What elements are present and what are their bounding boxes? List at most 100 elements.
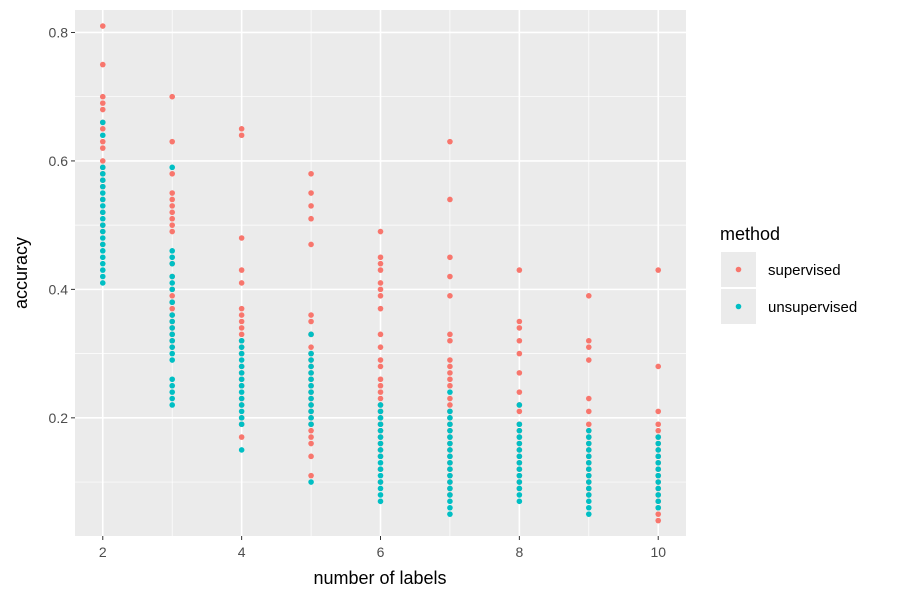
point-supervised [169,138,176,145]
point-unsupervised [377,459,384,466]
point-supervised [377,331,384,338]
point-supervised [655,511,662,517]
point-unsupervised [169,337,176,344]
point-unsupervised [377,434,384,440]
point-unsupervised [308,382,314,389]
point-supervised [447,370,453,376]
point-unsupervised [447,447,453,453]
point-supervised [655,363,662,370]
point-unsupervised [377,421,384,428]
point-supervised [447,382,453,389]
point-supervised [516,325,523,331]
point-supervised [377,376,384,383]
point-supervised [377,395,384,402]
point-unsupervised [169,402,176,408]
point-unsupervised [516,459,523,466]
point-unsupervised [238,389,245,395]
point-supervised [308,427,314,434]
point-supervised [447,363,453,370]
point-unsupervised [585,453,592,460]
point-unsupervised [516,498,523,505]
legend: method supervised unsupervised [720,224,857,324]
point-supervised [238,318,245,325]
point-unsupervised [447,479,453,485]
point-unsupervised [308,376,314,383]
point-unsupervised [377,440,384,447]
point-supervised [516,350,523,357]
data-points [99,23,662,524]
point-unsupervised [655,485,662,492]
legend-title: method [720,224,780,244]
point-unsupervised [169,164,176,171]
point-unsupervised [585,459,592,466]
point-unsupervised [169,389,176,395]
point-unsupervised [99,209,106,216]
point-unsupervised [169,325,176,331]
point-supervised [377,254,384,261]
point-unsupervised [585,434,592,440]
y-tick-label: 0.2 [49,410,69,426]
point-unsupervised [169,350,176,357]
point-supervised [377,228,384,235]
point-unsupervised [447,427,453,434]
point-supervised [585,395,592,402]
point-supervised [377,286,384,293]
point-unsupervised [238,447,245,453]
point-unsupervised [655,434,662,440]
point-unsupervised [169,312,176,318]
point-supervised [99,145,106,151]
point-supervised [238,132,245,139]
point-unsupervised [308,408,314,415]
point-supervised [308,344,314,350]
point-unsupervised [585,479,592,485]
point-unsupervised [585,466,592,473]
x-axis-title: number of labels [313,568,446,588]
point-unsupervised [99,190,106,196]
point-supervised [238,126,245,132]
point-supervised [377,363,384,370]
point-supervised [377,305,384,312]
point-unsupervised [447,459,453,466]
point-unsupervised [308,370,314,376]
point-supervised [447,292,453,299]
x-tick-label: 8 [515,544,523,560]
point-unsupervised [655,466,662,473]
point-unsupervised [169,331,176,338]
point-supervised [585,337,592,344]
point-supervised [377,267,384,273]
point-unsupervised [238,421,245,428]
legend-label-unsupervised: unsupervised [768,299,857,316]
point-unsupervised [655,479,662,485]
point-supervised [308,170,314,177]
point-unsupervised [238,344,245,350]
point-supervised [447,395,453,402]
point-unsupervised [585,440,592,447]
point-supervised [238,305,245,312]
y-tick-label: 0.6 [49,153,69,169]
x-tick-label: 6 [377,544,385,560]
point-supervised [516,318,523,325]
point-unsupervised [238,402,245,408]
point-unsupervised [238,370,245,376]
point-unsupervised [447,472,453,479]
point-unsupervised [447,408,453,415]
point-supervised [377,292,384,299]
point-supervised [169,196,176,203]
point-unsupervised [99,215,106,222]
point-supervised [238,331,245,338]
point-supervised [655,267,662,273]
point-supervised [655,421,662,428]
y-tick-label: 0.4 [49,281,69,297]
point-unsupervised [585,485,592,492]
point-supervised [169,215,176,222]
point-unsupervised [238,415,245,421]
point-unsupervised [585,427,592,434]
point-unsupervised [377,479,384,485]
point-supervised [169,222,176,228]
point-supervised [308,440,314,447]
point-unsupervised [516,440,523,447]
point-unsupervised [585,498,592,505]
point-supervised [585,357,592,363]
legend-dot-supervised [735,266,742,273]
point-supervised [99,61,106,68]
